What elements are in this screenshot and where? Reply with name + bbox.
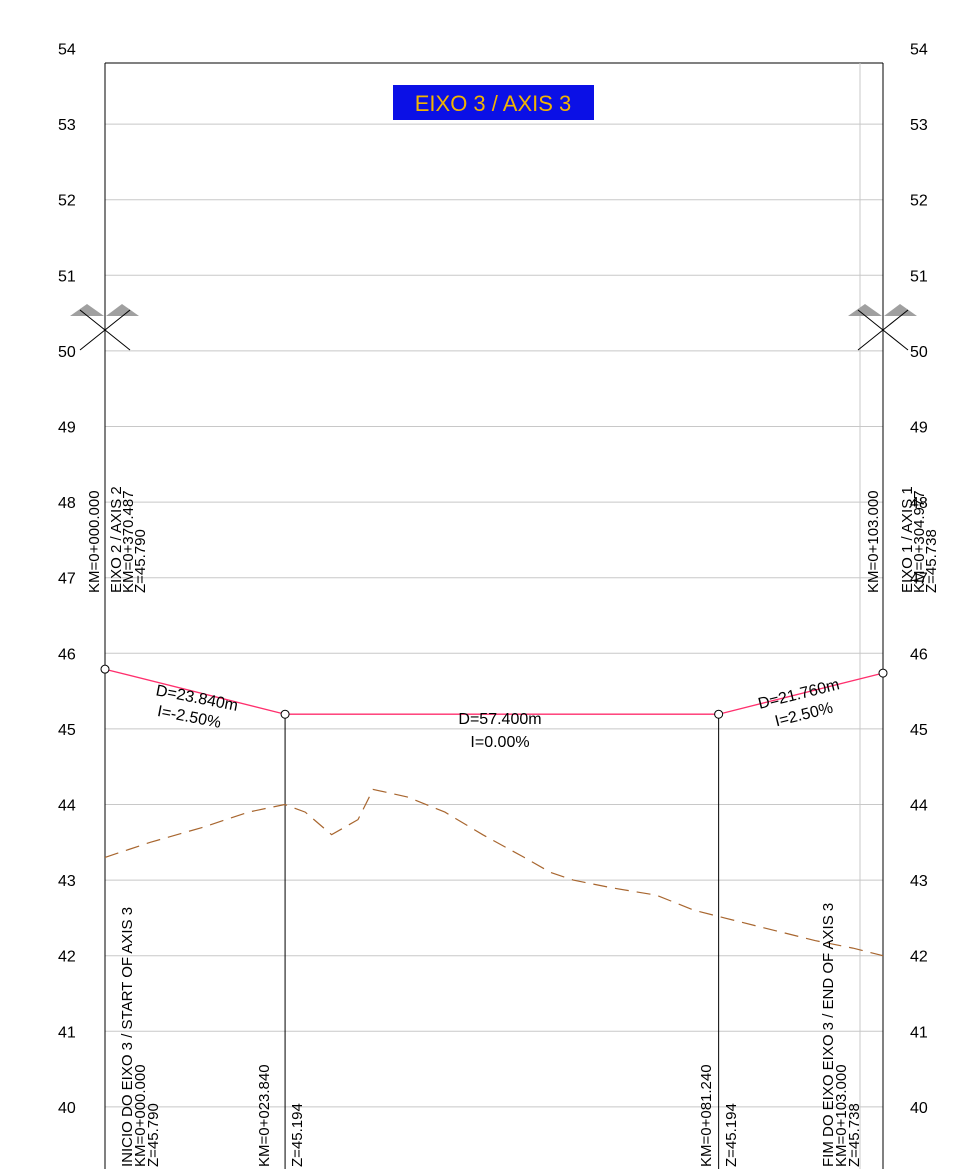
elevation-tick-label: 49	[910, 420, 928, 437]
end-station-label: KM=0+103.000	[865, 490, 882, 593]
elevation-tick-label: 44	[910, 798, 928, 815]
elevation-tick-label: 52	[910, 193, 928, 210]
start-of-axis-name: INICIO DO EIXO 3 / START OF AXIS 3	[119, 907, 136, 1167]
start-intersection-labels: KM=0+000.000	[86, 490, 103, 593]
elevation-grid	[105, 123, 883, 1108]
start-of-axis-labels: INICIO DO EIXO 3 / START OF AXIS 3 KM=0+…	[119, 907, 162, 1167]
terrain-profile-line	[104, 788, 884, 957]
elevation-tick-label: 43	[910, 873, 928, 890]
pvi1-z: Z=45.194	[289, 1103, 306, 1167]
grade-vertex	[280, 709, 290, 719]
elevation-tick-label: 50	[910, 344, 928, 361]
end-axis-z: Z=45.738	[923, 529, 940, 593]
elevation-tick-label: 46	[58, 646, 76, 663]
elevation-tick-label: 42	[910, 949, 928, 966]
end-of-axis-km: KM=0+103.000	[833, 1064, 850, 1167]
elevation-tick-label: 53	[58, 117, 76, 134]
elevation-tick-label: 43	[58, 873, 76, 890]
end-of-axis-labels: FIM DO EIXO EIXO 3 / END OF AXIS 3 KM=0+…	[820, 903, 863, 1167]
title-text: EIXO 3 / AXIS 3	[415, 91, 572, 116]
end-of-axis-name: FIM DO EIXO EIXO 3 / END OF AXIS 3	[820, 903, 837, 1167]
pvi2-z: Z=45.194	[723, 1103, 740, 1167]
elevation-tick-label: 42	[58, 949, 76, 966]
elevation-tick-label: 48	[910, 495, 928, 512]
segment-2-grade: I=0.00%	[470, 734, 529, 751]
segment-2-label: D=57.400m I=0.00%	[458, 711, 541, 751]
grade-vertex	[100, 664, 110, 674]
start-axis-labels: EIXO 2 / AXIS 2 KM=0+370.487 Z=45.790	[108, 486, 149, 593]
grade-vertices	[100, 664, 888, 719]
elevation-tick-label: 40	[910, 1100, 928, 1117]
segment-3-label: D=21.760m I=2.50%	[757, 676, 842, 730]
elevation-tick-label: 50	[58, 344, 76, 361]
grade-profile-line	[104, 668, 884, 715]
elevation-tick-label: 45	[910, 722, 928, 739]
start-axis-z: Z=45.790	[132, 529, 149, 593]
elevation-labels-right: 54 53 52 51 50 49 48 47 46 45 44 43 42 41 40	[910, 42, 928, 1117]
grade-vertex	[714, 709, 724, 719]
elevation-tick-label: 47	[58, 571, 76, 588]
segment-2-distance: D=57.400m	[458, 711, 541, 728]
elevation-tick-label: 40	[58, 1100, 76, 1117]
pvi2-km: KM=0+081.240	[698, 1064, 715, 1167]
elevation-tick-label: 53	[910, 117, 928, 134]
start-axis-km: KM=0+370.487	[120, 490, 137, 593]
end-axis-labels: EIXO 1 / AXIS 1 KM=0+304.977 Z=45.738	[899, 486, 940, 593]
pvi2-labels: KM=0+081.240	[698, 1064, 715, 1167]
intersection-symbol-end	[848, 304, 917, 351]
start-axis-name: EIXO 2 / AXIS 2	[108, 486, 125, 593]
elevation-tick-label: 41	[910, 1024, 928, 1041]
elevation-tick-label: 52	[58, 193, 76, 210]
elevation-labels-left: 54 53 52 51 50 49 48 47 46 45 44 43 42 41 40	[58, 42, 76, 1117]
elevation-tick-label: 41	[58, 1024, 76, 1041]
elevation-tick-label: 51	[910, 268, 928, 285]
grade-vertex	[878, 668, 888, 678]
elevation-tick-label: 48	[58, 495, 76, 512]
elevation-tick-label: 44	[58, 798, 76, 815]
pvi1-z-labels: Z=45.194	[289, 1103, 306, 1167]
elevation-tick-label: 47	[910, 571, 928, 588]
end-of-axis-z: Z=45.738	[846, 1103, 863, 1167]
pvi2-z-labels: Z=45.194	[723, 1103, 740, 1167]
elevation-tick-label: 46	[910, 646, 928, 663]
segment-1-label: D=23.840m I=-2.50%	[154, 682, 239, 732]
start-of-axis-z: Z=45.790	[145, 1103, 162, 1167]
elevation-tick-label: 54	[910, 42, 928, 59]
pvi1-labels: KM=0+023.840	[256, 1064, 273, 1167]
start-station-label: KM=0+000.000	[86, 490, 103, 593]
end-axis-name: EIXO 1 / AXIS 1	[899, 486, 916, 593]
start-of-axis-km: KM=0+000.000	[132, 1064, 149, 1167]
elevation-tick-label: 51	[58, 268, 76, 285]
elevation-tick-label: 45	[58, 722, 76, 739]
elevation-tick-label: 49	[58, 420, 76, 437]
elevation-tick-label: 54	[58, 42, 76, 59]
title-box	[393, 85, 594, 120]
end-axis-km: KM=0+304.977	[911, 490, 928, 593]
pvi1-km: KM=0+023.840	[256, 1064, 273, 1167]
intersection-symbol-start	[70, 304, 139, 351]
end-intersection-labels: KM=0+103.000	[865, 490, 882, 593]
